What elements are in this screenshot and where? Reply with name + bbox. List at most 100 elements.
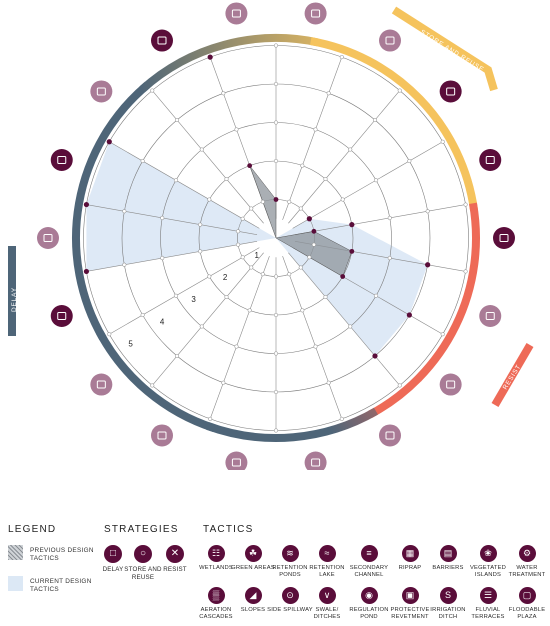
grid-node xyxy=(240,216,245,221)
store-bar xyxy=(391,6,498,92)
grid-node xyxy=(199,324,204,329)
grid-node xyxy=(313,127,318,132)
tactic-plaza: ▢ FLOODABLE PLAZA xyxy=(504,587,550,621)
revetment-icon-glyph xyxy=(43,234,53,242)
tactic-irrigation: S IRRIGATION DITCH xyxy=(425,587,471,621)
tactic-slope: ◢ SLOPES xyxy=(230,587,276,614)
slope-icon-glyph xyxy=(231,458,241,467)
grid-node xyxy=(198,249,203,254)
grid-node xyxy=(140,312,145,318)
grid-node xyxy=(236,229,241,234)
spoke-4 xyxy=(294,204,466,235)
grid-node xyxy=(463,269,468,274)
grid-node xyxy=(208,416,213,421)
grid-node xyxy=(273,43,279,48)
grid-node xyxy=(221,91,226,96)
lake-icon: ≈ xyxy=(318,545,336,562)
spoke-1 xyxy=(282,57,343,221)
island-icon: ❀ xyxy=(479,545,497,562)
tactic-label: FLOODABLE PLAZA xyxy=(508,607,546,620)
tactic-terrace: ☰ FLUVIAL TERRACES xyxy=(465,587,511,621)
treatment-icon: ⚙ xyxy=(518,545,536,562)
resist-bar-label: RESIST xyxy=(502,363,523,391)
grid-node xyxy=(313,344,318,349)
previous-design-area xyxy=(249,165,353,277)
plaza-icon xyxy=(151,29,173,52)
slope-icon: ◢ xyxy=(244,587,262,604)
grid-node xyxy=(160,256,165,261)
cascade-icon: ▒ xyxy=(207,587,225,604)
grid-node xyxy=(298,206,303,211)
spoke-10 xyxy=(209,255,270,419)
grid-node xyxy=(273,158,279,164)
tactic-label: WATER TREATMENT xyxy=(508,565,546,578)
channel-icon xyxy=(479,149,502,172)
regulation-icon: ◉ xyxy=(360,587,378,604)
legend-title: LEGEND xyxy=(8,524,57,535)
wetlands-icon-glyph xyxy=(231,9,241,18)
grid-node xyxy=(340,197,345,202)
legend-area: LEGEND STRATEGIES TACTICS PREVIOUS DESIG… xyxy=(0,512,550,626)
leaf-icon-glyph xyxy=(311,9,321,18)
strategy-delay: □ DELAY xyxy=(91,545,135,574)
strategy-resist: ✕ RESIST xyxy=(153,545,197,574)
circle-icon: ○ xyxy=(134,545,152,563)
grid-node xyxy=(348,147,353,152)
grid-node xyxy=(287,272,292,277)
grid-node xyxy=(224,176,229,182)
tactic-label: GREEN AREAS xyxy=(231,565,275,571)
pond-icon-glyph xyxy=(385,36,395,45)
cascade-icon-glyph xyxy=(311,458,321,467)
regulation-icon xyxy=(50,304,73,327)
wetlands-icon: ☷ xyxy=(207,545,225,562)
grid-node xyxy=(373,178,379,183)
tactic-island: ❀ VEGETATED ISLANDS xyxy=(465,545,511,579)
grid-node xyxy=(311,242,316,247)
square-icon: □ xyxy=(104,545,122,563)
tactic-label: WETLANDS xyxy=(199,565,233,571)
tactic-lake: ≈ RETENTION LAKE xyxy=(304,545,350,579)
grid-node xyxy=(373,293,379,298)
leaf-icon xyxy=(304,2,327,25)
spillway-icon-glyph xyxy=(157,431,167,440)
grid-node xyxy=(236,242,241,247)
previous-data-point xyxy=(311,228,317,234)
spoke-2 xyxy=(288,90,400,224)
grid-node xyxy=(240,255,245,260)
irrigation-icon: S xyxy=(439,587,457,604)
channel-icon: ≡ xyxy=(360,545,378,562)
spoke-8 xyxy=(282,255,343,419)
grid-node xyxy=(273,312,279,318)
grid-node xyxy=(273,120,279,125)
tactic-label: RIPRAP xyxy=(398,565,422,571)
data-point xyxy=(349,222,355,228)
grid-node xyxy=(198,222,203,227)
previous-data-point xyxy=(349,248,355,254)
grid-node xyxy=(339,55,344,60)
previous-data-point xyxy=(273,197,279,202)
spoke-11 xyxy=(152,252,264,386)
spoke-16 xyxy=(152,90,264,224)
tactic-channel: ≡ SECONDARY CHANNEL xyxy=(346,545,392,579)
pond-icon: ≋ xyxy=(281,545,299,562)
tactic-revetment: ▣ PROTECTIVE REVETMENT xyxy=(387,587,433,621)
treatment-icon-glyph xyxy=(385,431,395,440)
spoke-12 xyxy=(109,247,260,335)
ring-resist xyxy=(368,202,480,419)
spoke-15 xyxy=(109,141,260,229)
previous-data-point xyxy=(247,163,253,169)
tactic-cascade: ▒ AERATION CASCADES xyxy=(193,587,239,621)
data-point xyxy=(83,201,90,208)
grid-node xyxy=(298,265,303,270)
data-point xyxy=(83,268,90,275)
scale-label: 1 xyxy=(254,251,259,260)
grid-node xyxy=(174,353,180,359)
grid-node xyxy=(372,117,378,123)
data-point xyxy=(106,139,112,145)
ring-resist-delay xyxy=(206,407,378,442)
previous-data-point xyxy=(340,274,346,279)
grid-node xyxy=(260,199,265,204)
grid-node xyxy=(160,215,165,220)
current-design-area xyxy=(86,57,428,356)
tactic-label: SWALE/ DITCHES xyxy=(313,607,341,620)
